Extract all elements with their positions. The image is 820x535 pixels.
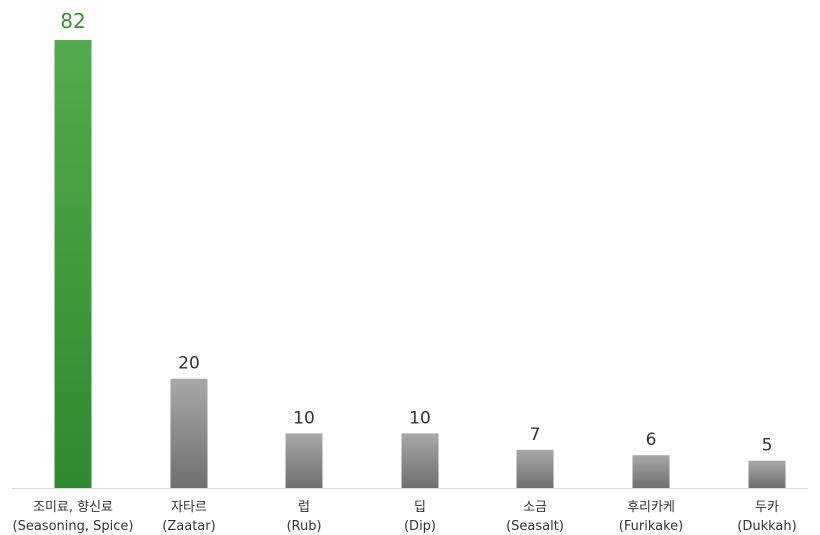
value-label-0: 82 [60,9,85,33]
bar-5 [632,455,670,488]
category-label-en-3: (Dip) [404,519,436,534]
category-label-en-5: (Furikake) [619,519,683,534]
bar-3 [401,433,439,488]
category-label-en-4: (Seasalt) [506,519,564,534]
category-label-ko-1: 자타르 [171,500,207,515]
value-label-6: 5 [762,436,773,456]
value-label-1: 20 [178,354,200,374]
value-label-2: 10 [293,408,315,428]
bar-2 [285,433,323,488]
category-label-ko-5: 후리카케 [627,500,675,515]
value-label-4: 7 [530,425,541,445]
category-label-ko-6: 두카 [755,500,779,515]
category-label-ko-0: 조미료, 향신료 [33,500,113,515]
bar-4 [516,449,554,488]
value-label-3: 10 [409,408,431,428]
category-label-ko-4: 소금 [523,500,547,515]
category-label-en-1: (Zaatar) [162,519,215,534]
value-label-5: 6 [646,430,657,450]
bar-1 [170,378,208,488]
category-label-en-0: (Seasoning, Spice) [13,519,134,534]
category-label-en-2: (Rub) [286,519,321,534]
bar-0 [54,40,92,488]
category-label-ko-3: 딥 [414,500,426,515]
category-label-ko-2: 럽 [298,500,310,515]
bar-6 [748,460,786,488]
category-label-en-6: (Dukkah) [737,519,796,534]
